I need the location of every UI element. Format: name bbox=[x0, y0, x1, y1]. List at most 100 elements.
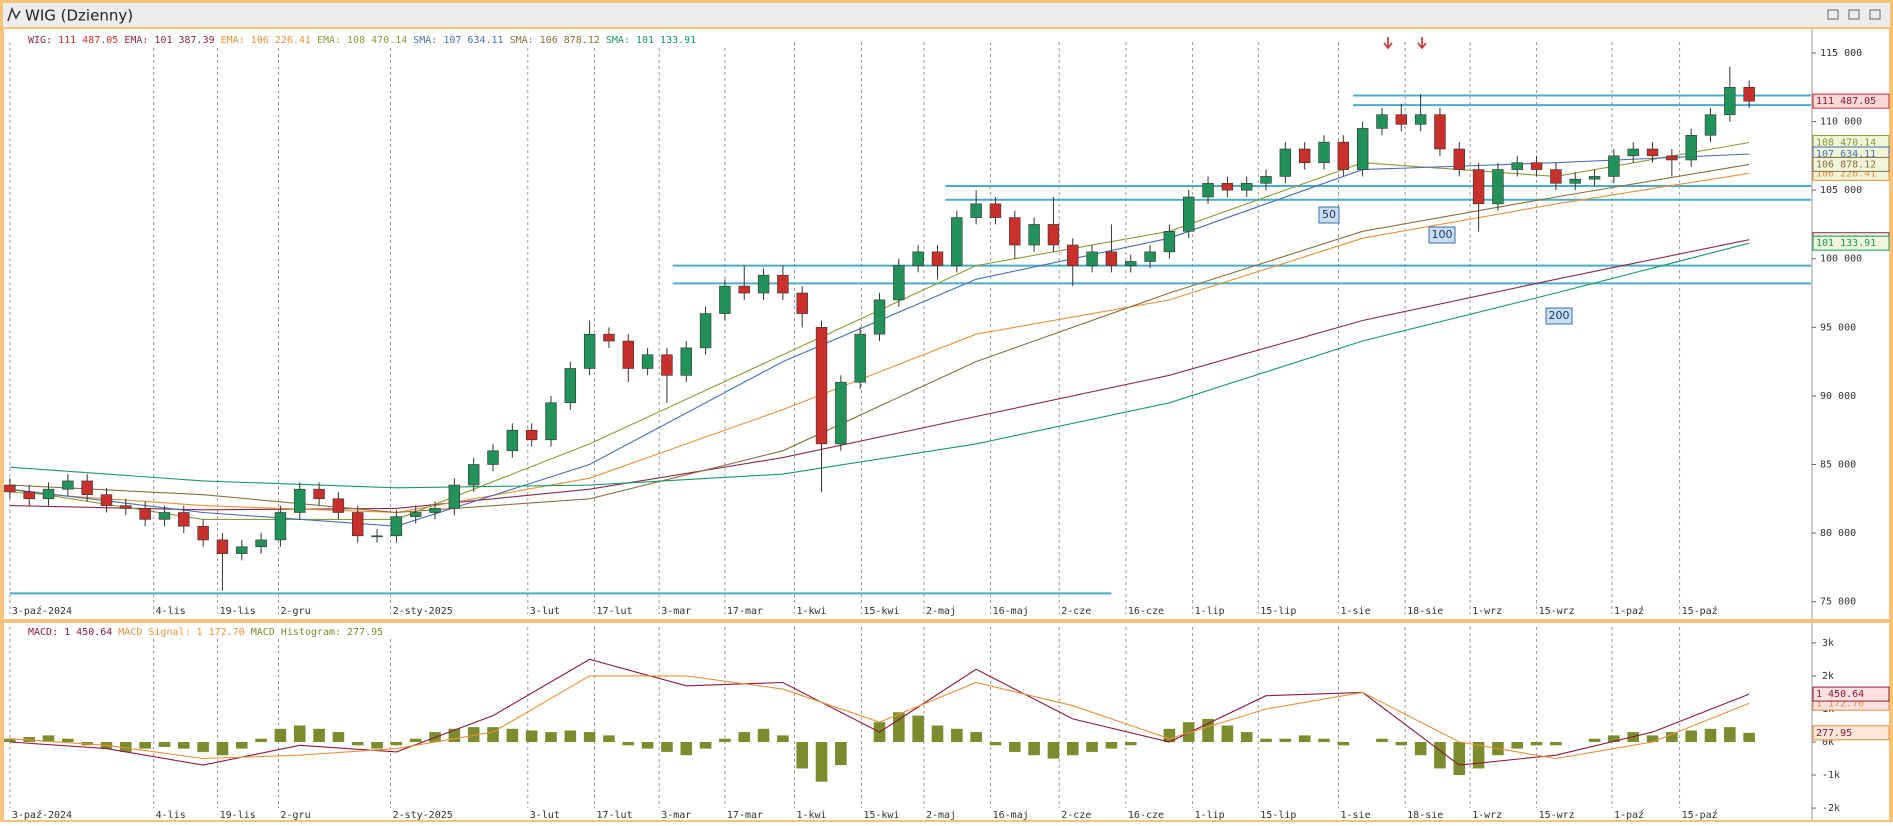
y-tick-label: 3k bbox=[1822, 638, 1834, 649]
window-buttons[interactable] bbox=[1827, 9, 1881, 20]
histogram-bar bbox=[274, 728, 287, 743]
candle-body bbox=[390, 516, 403, 537]
y-tick-label: 80 000 bbox=[1820, 528, 1856, 539]
x-tick-label: 2-maj bbox=[926, 606, 956, 617]
restore-button[interactable] bbox=[1848, 9, 1860, 20]
candle-body bbox=[1009, 217, 1021, 246]
candle-body bbox=[506, 429, 519, 452]
candle-body bbox=[487, 450, 499, 465]
legend-text: MACD Signal: bbox=[118, 627, 190, 638]
x-tick-label: 15-paź bbox=[1682, 809, 1718, 821]
candle-body bbox=[796, 292, 808, 314]
annotation-label: 50 bbox=[1322, 208, 1336, 221]
histogram-bar bbox=[835, 742, 847, 766]
value-tag-label: 111 487.05 bbox=[1816, 96, 1876, 107]
histogram-bar bbox=[120, 742, 132, 752]
legend-text: MACD: bbox=[28, 627, 58, 638]
histogram-bar bbox=[525, 730, 538, 743]
histogram-bar bbox=[622, 742, 635, 746]
candle-body bbox=[1376, 114, 1388, 129]
candle-body bbox=[545, 402, 557, 441]
candle-body bbox=[216, 539, 229, 554]
candle-body bbox=[1086, 251, 1098, 266]
histogram-bar bbox=[4, 738, 16, 743]
histogram-bar bbox=[1047, 742, 1060, 759]
histogram-bar bbox=[1685, 730, 1697, 743]
y-tick-label: -2k bbox=[1822, 803, 1840, 814]
histogram-bar bbox=[1279, 738, 1292, 743]
histogram-bar bbox=[1472, 742, 1485, 769]
candle-body bbox=[255, 539, 267, 548]
legend-text: SMA: bbox=[606, 35, 630, 46]
candle-body bbox=[1472, 169, 1485, 205]
main-plot: 3-paź-2024 4-lis 19-lis 2-gru 2-sty-2025 3-lu… bbox=[4, 33, 1890, 617]
histogram-bar bbox=[42, 735, 55, 743]
histogram-bar bbox=[1124, 742, 1137, 746]
x-tick-label: 15-kwi bbox=[863, 606, 899, 617]
legend-background bbox=[24, 33, 784, 47]
histogram-bar bbox=[1704, 728, 1717, 743]
histogram-bar bbox=[1743, 732, 1755, 743]
candle-body bbox=[371, 535, 383, 538]
histogram-bar bbox=[216, 742, 229, 756]
histogram-bar bbox=[158, 742, 171, 747]
candle-body bbox=[1530, 162, 1543, 170]
histogram-bar bbox=[699, 742, 712, 749]
histogram-bar bbox=[390, 742, 403, 746]
x-tick-label: 1-paź bbox=[1614, 605, 1644, 617]
legend-text: EMA: bbox=[317, 35, 341, 46]
y-tick-label: 85 000 bbox=[1820, 459, 1856, 470]
x-tick-label: 1-lip bbox=[1195, 606, 1225, 617]
value-tag-label: 108 470.14 bbox=[1816, 138, 1876, 149]
x-tick-label: 17-mar bbox=[727, 606, 763, 617]
legend-text: EMA: bbox=[221, 35, 245, 46]
candle-body bbox=[467, 464, 480, 486]
macd-panel bbox=[4, 623, 1889, 820]
close-button[interactable] bbox=[1869, 9, 1881, 20]
x-tick-label: 2-sty-2025 bbox=[393, 810, 453, 821]
candle-body bbox=[236, 546, 248, 554]
candle-body bbox=[1627, 148, 1639, 157]
x-tick-label: 3-lut bbox=[530, 606, 560, 617]
y-tick-label: 100 000 bbox=[1820, 254, 1862, 265]
y-tick-label: 105 000 bbox=[1820, 185, 1862, 196]
annotation-label: 100 bbox=[1432, 228, 1453, 241]
candle-body bbox=[815, 327, 828, 445]
chart-icon bbox=[7, 6, 21, 22]
x-tick-label: 16-cze bbox=[1128, 810, 1164, 821]
histogram-bar bbox=[1202, 718, 1214, 743]
histogram-bar bbox=[603, 735, 615, 743]
histogram-bar bbox=[62, 738, 74, 743]
x-tick-label: 1-wrz bbox=[1472, 810, 1502, 821]
candle-body bbox=[1666, 155, 1678, 161]
histogram-bar bbox=[313, 728, 325, 743]
x-tick-label: 1-kwi bbox=[796, 810, 826, 821]
histogram-bar bbox=[1550, 742, 1562, 746]
candle-body bbox=[1434, 114, 1446, 150]
histogram-bar bbox=[1086, 742, 1098, 752]
histogram-bar bbox=[1395, 742, 1408, 746]
candle-body bbox=[158, 512, 171, 520]
minimize-button[interactable] bbox=[1827, 9, 1839, 20]
histogram-bar bbox=[951, 728, 963, 743]
candle-body bbox=[1183, 196, 1195, 232]
main-panel bbox=[4, 29, 1889, 619]
annotation-box bbox=[1318, 206, 1340, 224]
y-tick-label: 75 000 bbox=[1820, 597, 1856, 608]
value-tag bbox=[1812, 686, 1890, 702]
candle-body bbox=[1685, 134, 1697, 161]
candle-body bbox=[62, 480, 74, 490]
x-tick-label: 3-paź-2024 bbox=[12, 809, 72, 821]
histogram-bar bbox=[1588, 738, 1601, 743]
candle-body bbox=[4, 484, 16, 493]
histogram-bar bbox=[680, 742, 693, 756]
x-tick-label: 2-gru bbox=[280, 606, 310, 617]
candle-body bbox=[1047, 224, 1060, 246]
candle-body bbox=[603, 333, 615, 342]
histogram-bar bbox=[757, 728, 770, 743]
value-tag-label: 101 133.91 bbox=[1816, 238, 1876, 249]
candle-body bbox=[661, 354, 673, 376]
candle-body bbox=[1279, 148, 1292, 177]
legend-text: 101 133.91 bbox=[636, 35, 696, 46]
